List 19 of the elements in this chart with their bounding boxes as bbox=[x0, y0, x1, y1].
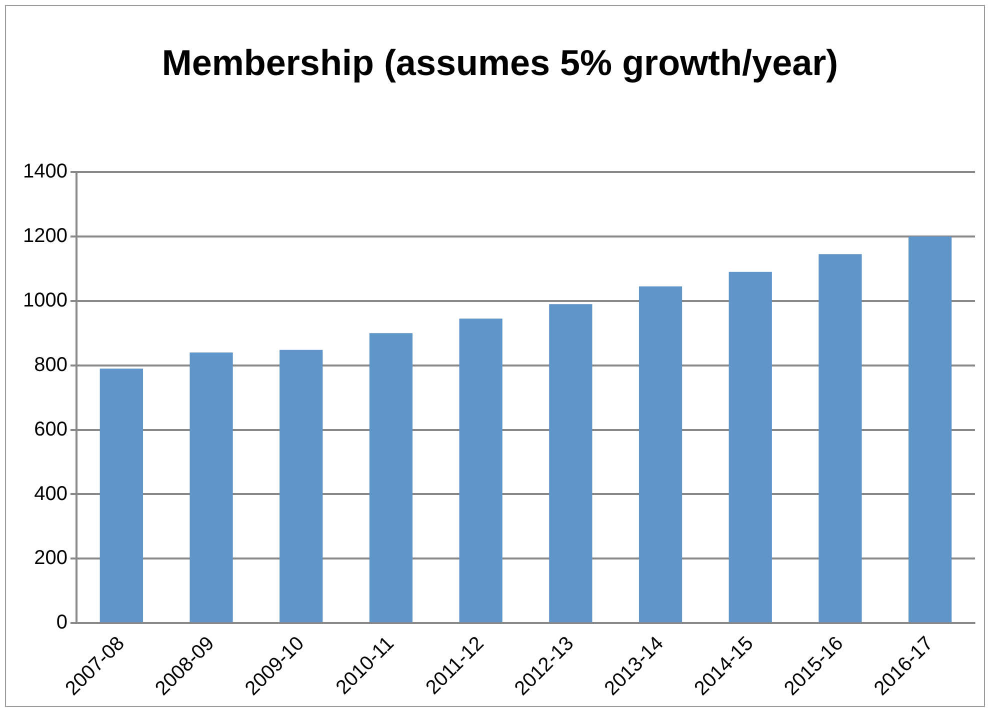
bar bbox=[100, 368, 143, 622]
bar bbox=[549, 304, 592, 622]
y-tick-label: 1400 bbox=[22, 160, 68, 183]
bar bbox=[190, 352, 233, 622]
y-tick-label: 0 bbox=[56, 612, 68, 634]
y-tick-label: 400 bbox=[34, 482, 68, 505]
bar bbox=[369, 333, 413, 622]
chart-title: Membership (assumes 5% growth/year) bbox=[160, 41, 840, 85]
y-tick-label: 600 bbox=[34, 418, 68, 440]
bar bbox=[459, 318, 502, 622]
bar bbox=[280, 350, 323, 622]
y-tick-label: 1200 bbox=[22, 224, 68, 247]
y-tick-label: 200 bbox=[34, 547, 68, 570]
bar bbox=[728, 272, 772, 622]
bar bbox=[818, 254, 862, 622]
y-tick-label: 800 bbox=[34, 354, 68, 376]
bar bbox=[908, 236, 952, 622]
bar bbox=[638, 286, 682, 622]
y-tick-label: 1000 bbox=[22, 289, 68, 312]
